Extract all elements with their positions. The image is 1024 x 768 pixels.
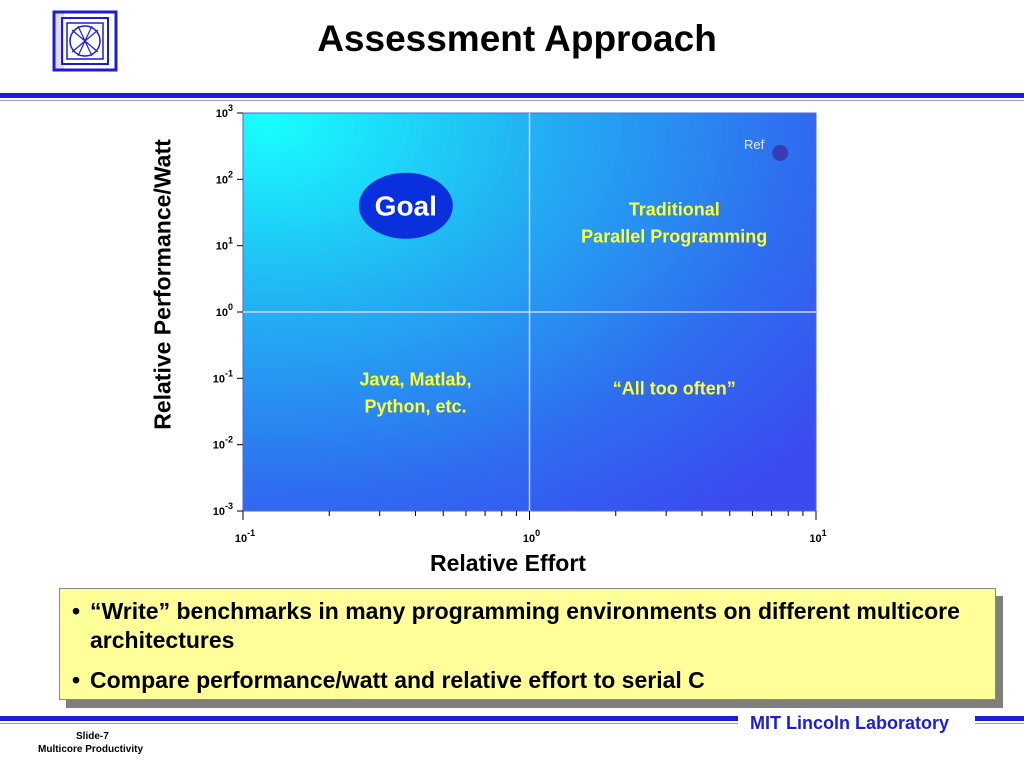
assessment-chart: 103 102 101 100 10-1 10-2 10-3 10-1 100 101 Goal…: [213, 103, 827, 545]
region-label-java: Java, Matlab,: [359, 370, 471, 390]
region-label-traditional: Traditional: [629, 199, 720, 219]
region-label-java: Python, etc.: [364, 397, 466, 417]
footer-subtitle: Multicore Productivity: [38, 744, 144, 755]
bullet-dot: •: [72, 667, 81, 693]
bullet-dot: •: [72, 598, 81, 624]
region-label-traditional: Parallel Programming: [581, 226, 767, 246]
mit-ll-logo: [52, 10, 118, 72]
y-axis-label: Relative Performance/Watt: [149, 139, 176, 430]
region-label-too-often: “All too often”: [613, 379, 736, 399]
x-tick-label: 101: [809, 528, 826, 545]
y-tick-label: 10-2: [213, 435, 233, 452]
y-tick-label: 101: [216, 236, 233, 253]
ref-point-label: Ref: [744, 137, 765, 152]
slide-number: Slide-7: [76, 731, 109, 742]
goal-ellipse: [358, 172, 453, 239]
footer-rule: [0, 716, 738, 721]
y-tick-label: 10-1: [213, 368, 233, 385]
bullet-text: Compare performance/watt and relative ef…: [90, 667, 705, 693]
summary-callout: • “Write” benchmarks in many programming…: [59, 588, 996, 700]
bullet-item: • Compare performance/watt and relative …: [72, 666, 970, 695]
bullet-item: • “Write” benchmarks in many programming…: [72, 597, 970, 655]
header-rule-thin: [0, 100, 1024, 101]
goal-label: Goal: [375, 191, 437, 222]
y-tick-label: 102: [216, 169, 233, 186]
header-rule: [0, 93, 1024, 98]
y-tick-label: 10-3: [213, 501, 233, 518]
x-tick-label: 100: [523, 528, 540, 545]
x-tick-label: 10-1: [235, 528, 255, 545]
footer-rule-right-thin: [975, 723, 1024, 724]
y-tick-label: 103: [216, 103, 233, 120]
x-axis-label: Relative Effort: [430, 550, 586, 576]
ref-point: [772, 144, 789, 161]
footer-brand: MIT Lincoln Laboratory: [750, 713, 950, 733]
slide-title: Assessment Approach: [317, 18, 717, 59]
footer-rule-thin: [0, 723, 738, 724]
footer-rule-right: [975, 716, 1024, 721]
y-tick-label: 100: [216, 302, 233, 319]
bullet-text: “Write” benchmarks in many programming e…: [90, 598, 960, 653]
